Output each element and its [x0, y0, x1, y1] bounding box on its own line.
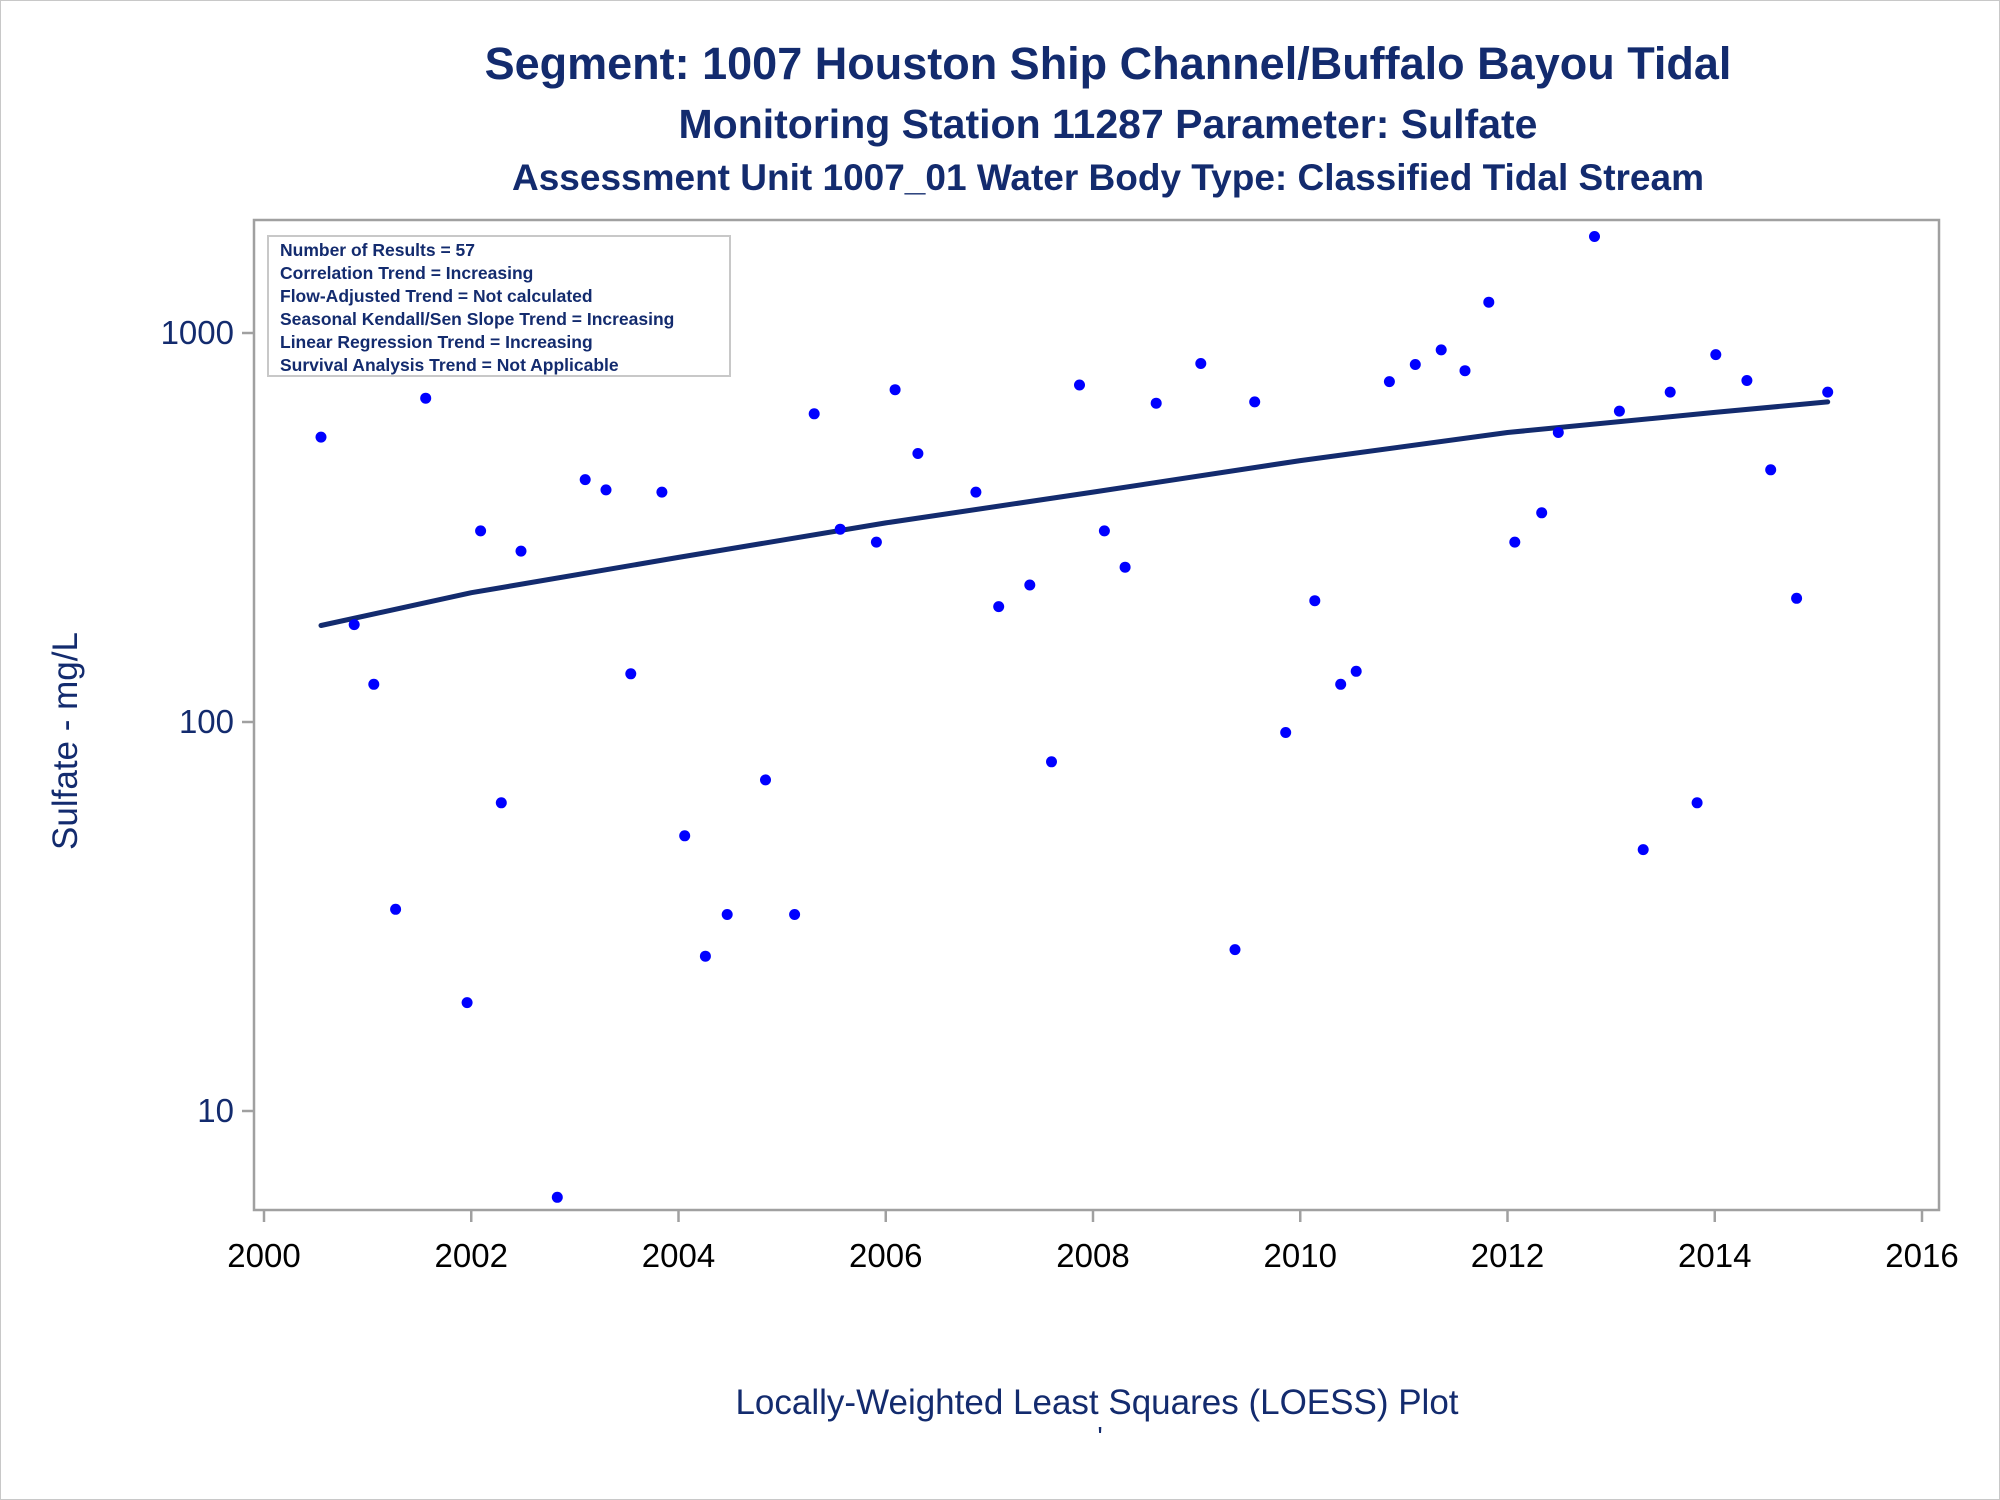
data-point	[760, 774, 771, 786]
data-point	[1459, 365, 1471, 377]
data-point	[1409, 359, 1421, 370]
data-point	[1664, 386, 1676, 398]
data-point	[808, 408, 820, 420]
y-tick-label: 100	[179, 703, 234, 740]
data-point	[625, 668, 637, 680]
stat-correlation-trend: Correlation Trend = Increasing	[280, 263, 533, 283]
data-point	[579, 474, 591, 486]
data-point	[495, 797, 507, 809]
data-point	[1150, 397, 1162, 409]
data-point	[1765, 464, 1777, 476]
x-tick-label: 2008	[1056, 1237, 1129, 1274]
data-point	[1613, 405, 1625, 417]
chart-subtitle-station: Monitoring Station 11287 Parameter: Sulf…	[679, 101, 1538, 147]
stats-inset: Number of Results = 57 Correlation Trend…	[267, 235, 731, 377]
chart-subtitle-assessment: Assessment Unit 1007_01 Water Body Type:…	[512, 157, 1704, 198]
data-point	[1589, 231, 1600, 242]
x-tick-label: 2010	[1264, 1237, 1337, 1274]
data-point	[1710, 349, 1722, 361]
stat-number-of-results: Number of Results = 57	[280, 240, 475, 260]
footnote: Locally-Weighted Least Squares (LOESS) P…	[735, 1383, 1458, 1422]
stats-inset-box	[267, 235, 731, 377]
data-point	[699, 950, 711, 962]
y-tick-label: 10	[197, 1092, 234, 1129]
data-point	[1691, 797, 1703, 809]
data-point	[1335, 678, 1347, 690]
y-axis: 10 100 1000	[161, 314, 254, 1129]
x-tick-label: 2006	[849, 1237, 922, 1274]
data-points	[315, 231, 1834, 1203]
y-tick-label: 1000	[161, 314, 234, 351]
data-point	[889, 384, 901, 396]
data-point	[721, 909, 733, 920]
x-tick-label: 2012	[1471, 1237, 1544, 1274]
data-point	[1552, 427, 1564, 438]
data-point	[348, 619, 360, 631]
data-point	[1046, 756, 1057, 768]
data-point	[1249, 396, 1261, 408]
data-point	[1483, 296, 1495, 308]
data-point	[1637, 844, 1649, 856]
x-tick-label: 2004	[642, 1237, 715, 1274]
data-point	[834, 523, 846, 535]
data-point	[600, 484, 612, 496]
data-point	[420, 392, 432, 404]
x-tick-label: 2002	[435, 1237, 508, 1274]
stat-survival-analysis-trend: Survival Analysis Trend = Not Applicable	[280, 355, 619, 375]
data-point	[1741, 375, 1753, 386]
data-point	[679, 830, 691, 842]
y-axis-label: Sulfate - mg/L	[46, 632, 85, 850]
data-point	[1098, 525, 1110, 537]
data-point	[1024, 579, 1036, 591]
data-point	[461, 997, 473, 1009]
loess-trend-line	[318, 399, 1831, 628]
data-point	[970, 486, 982, 498]
data-point	[1791, 592, 1803, 604]
footnote-mark: '	[1097, 1421, 1102, 1452]
data-point	[789, 909, 801, 920]
data-point	[1074, 379, 1085, 391]
data-point	[656, 486, 668, 498]
x-tick-label: 2014	[1678, 1237, 1751, 1274]
data-point	[1195, 358, 1207, 369]
data-point	[1229, 944, 1241, 956]
data-point	[1119, 561, 1131, 573]
data-point	[315, 431, 327, 443]
chart-title: Segment: 1007 Houston Ship Channel/Buffa…	[485, 38, 1732, 89]
data-point	[1383, 376, 1395, 388]
data-point	[368, 678, 380, 690]
data-point	[1822, 386, 1834, 398]
x-tick-label: 2016	[1885, 1237, 1958, 1274]
data-point	[1536, 507, 1548, 519]
data-point	[1435, 344, 1447, 356]
stat-linear-regression-trend: Linear Regression Trend = Increasing	[280, 332, 593, 352]
stat-seasonal-kendall-trend: Seasonal Kendall/Sen Slope Trend = Incre…	[280, 309, 674, 329]
plot-area	[252, 218, 1941, 1212]
stat-flow-adjusted-trend: Flow-Adjusted Trend = Not calculated	[280, 286, 593, 306]
data-point	[551, 1191, 563, 1203]
data-point	[1350, 665, 1362, 677]
data-point	[993, 601, 1005, 613]
data-point	[1509, 536, 1521, 548]
x-axis: 2000 2002 2004 2006 2008 2010 2012 2014 2016	[227, 1210, 1959, 1274]
data-point	[912, 448, 924, 459]
data-point	[515, 545, 527, 557]
x-tick-label: 2000	[227, 1237, 300, 1274]
data-point	[1280, 727, 1292, 738]
data-point	[475, 525, 487, 537]
data-point	[870, 536, 882, 548]
data-point	[1309, 595, 1321, 607]
data-point	[390, 903, 402, 915]
